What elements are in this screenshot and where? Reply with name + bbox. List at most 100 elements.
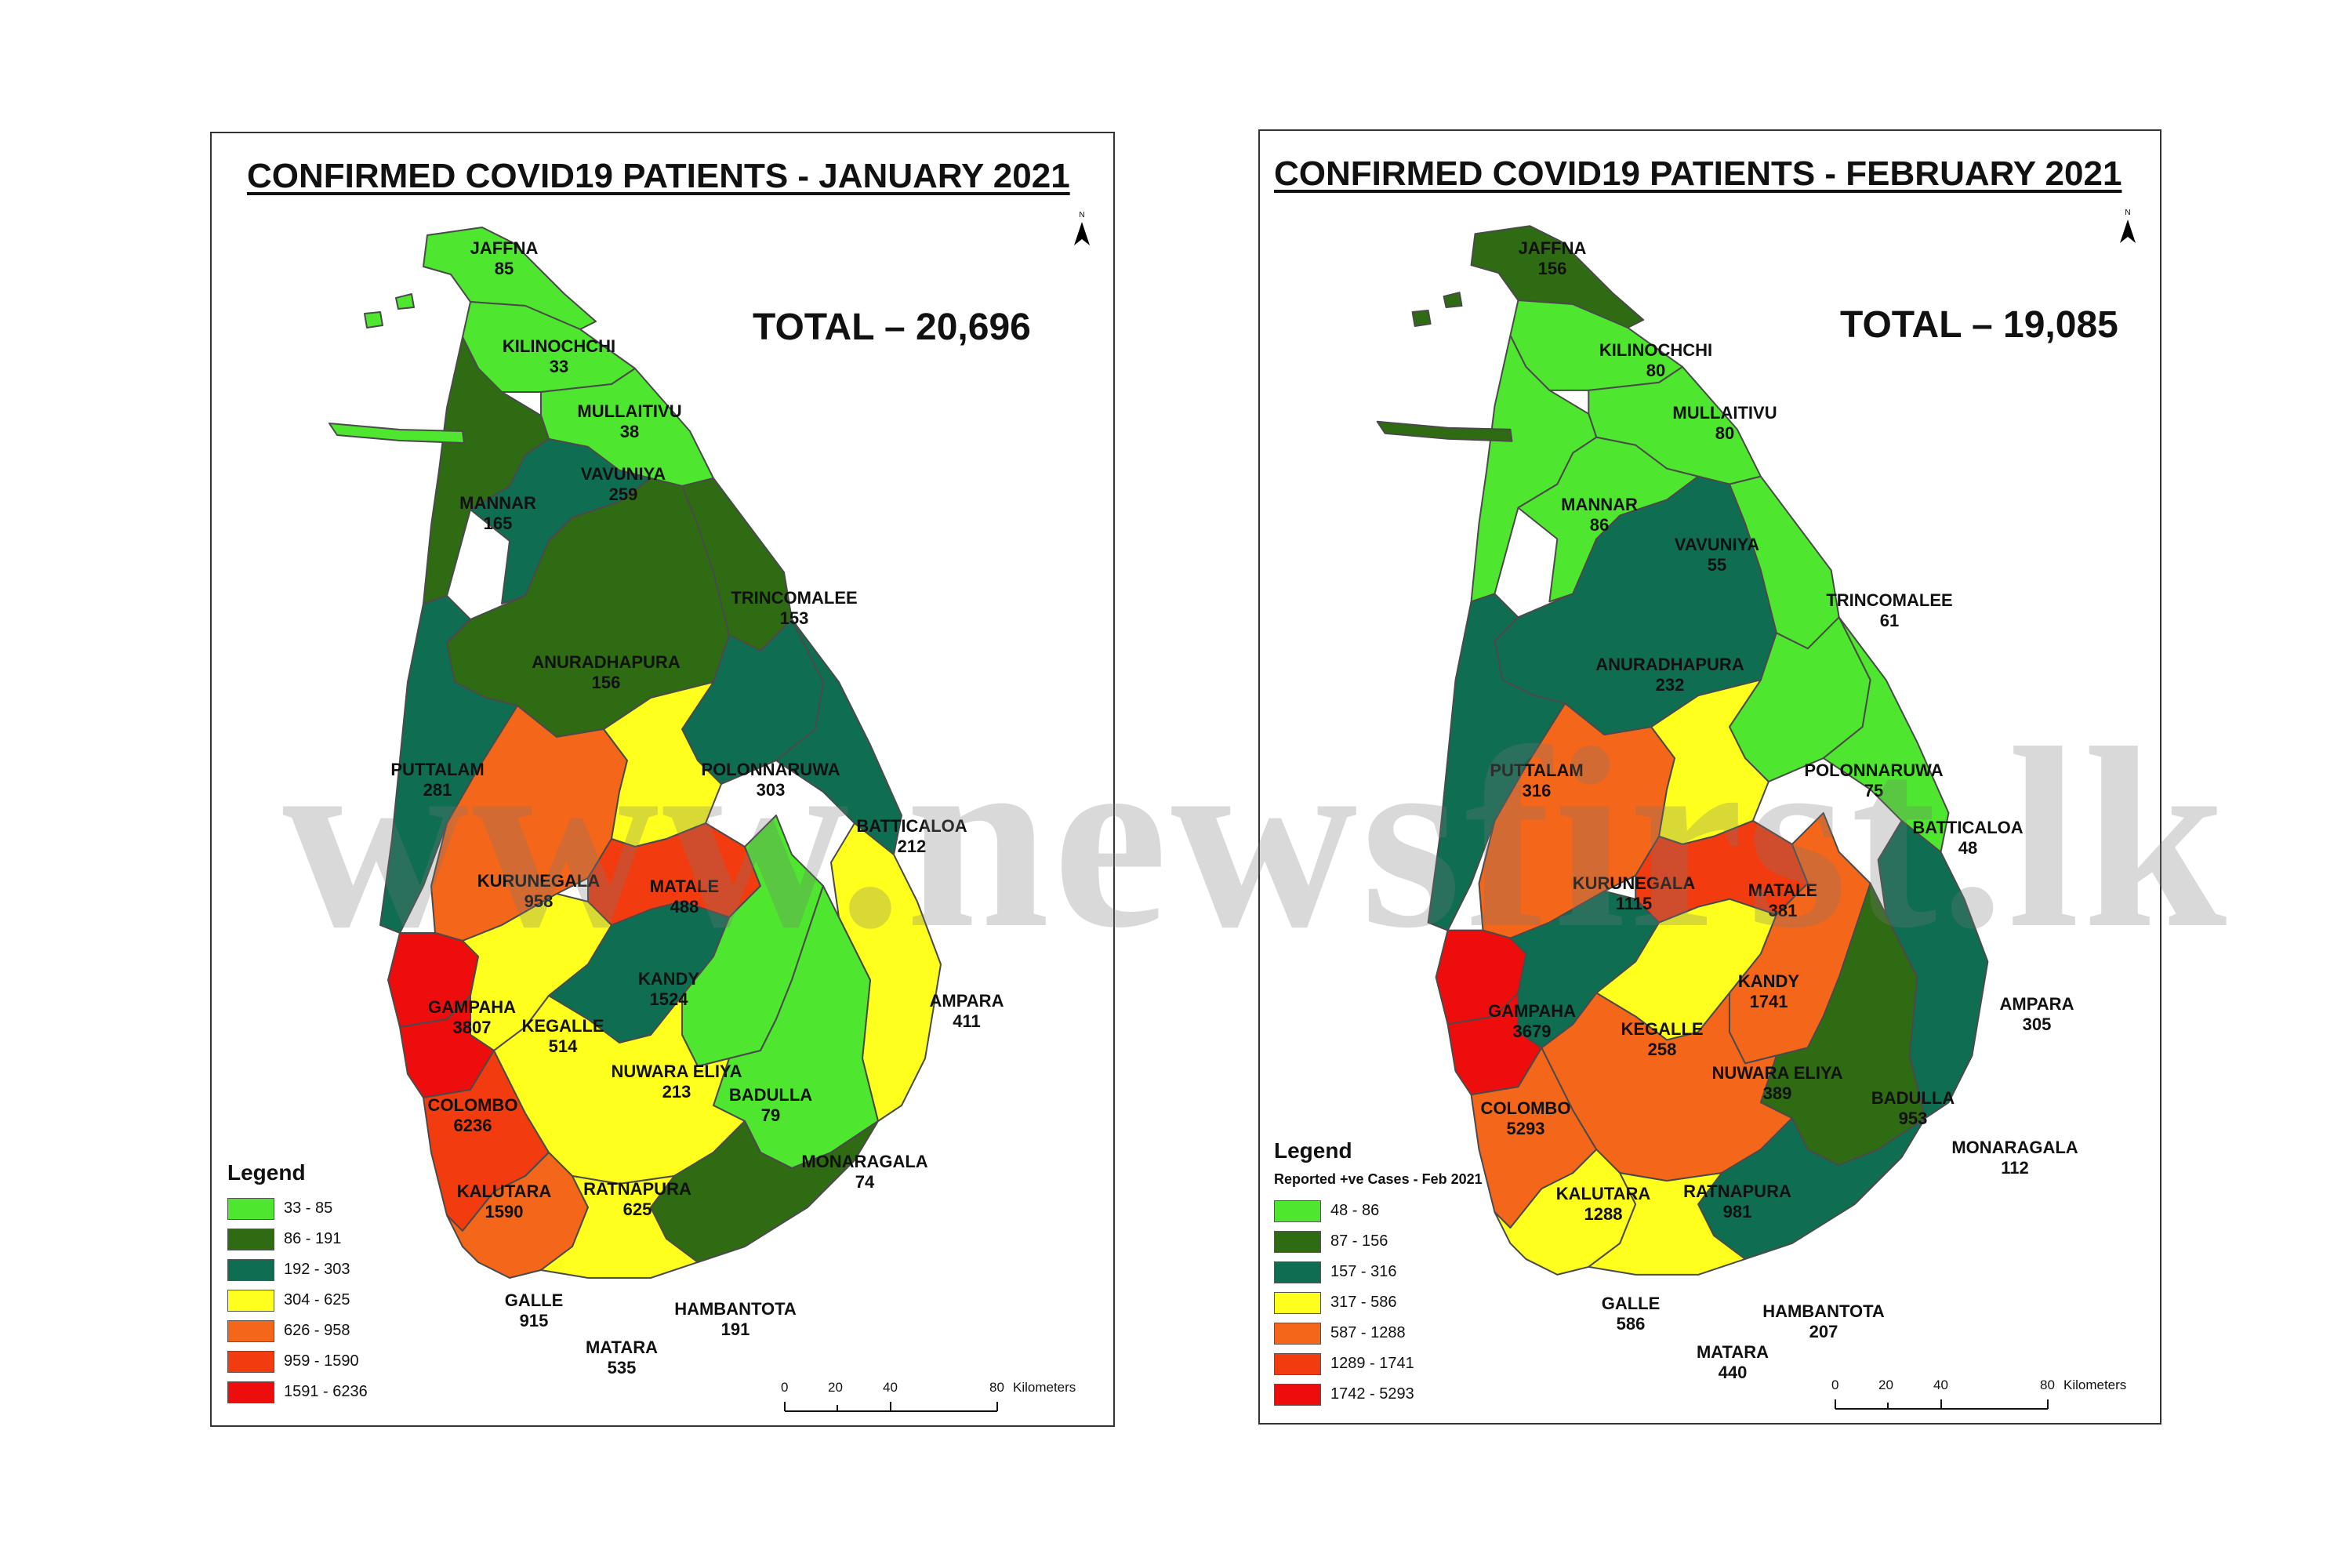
legend-swatch bbox=[227, 1228, 274, 1250]
legend-entry: 587 - 1288 bbox=[1274, 1318, 1483, 1348]
svg-text:N: N bbox=[2125, 209, 2130, 217]
district-label: JAFFNA 85 bbox=[470, 238, 539, 278]
legend-entry: 192 - 303 bbox=[227, 1254, 368, 1285]
legend-title: Legend bbox=[1274, 1138, 1352, 1163]
district-ampara bbox=[830, 822, 942, 1122]
legend-entry: 317 - 586 bbox=[1274, 1287, 1483, 1318]
district-label: KALUTARA 1590 bbox=[456, 1181, 552, 1221]
district-label: GAMPAHA 3807 bbox=[427, 997, 517, 1037]
district-label: COLOMBO 6236 bbox=[427, 1095, 518, 1135]
district-label: NUWARA ELIYA 389 bbox=[1711, 1063, 1843, 1103]
legend-swatch bbox=[227, 1350, 274, 1373]
district-label: MATARA 440 bbox=[1696, 1342, 1769, 1382]
scale-bar-ticks bbox=[1835, 1399, 2049, 1410]
legend-swatch bbox=[1274, 1200, 1321, 1222]
legend-entry: 1591 - 6236 bbox=[227, 1377, 368, 1407]
district-label: MULLAITIVU 80 bbox=[1672, 403, 1777, 443]
district-label: BATTICALOA 212 bbox=[856, 816, 967, 856]
district-label: JAFFNA 156 bbox=[1518, 238, 1587, 278]
legend-entry: 959 - 1590 bbox=[227, 1346, 368, 1377]
district-label: KILINOCHCHI 80 bbox=[1599, 340, 1713, 380]
scale-bar: 0 20 40 80 Kilometers bbox=[1831, 1377, 2148, 1417]
district-label: ANURADHAPURA 232 bbox=[1595, 655, 1744, 695]
district-label: AMPARA 411 bbox=[929, 991, 1004, 1031]
legend-entry: 33 - 85 bbox=[227, 1193, 368, 1224]
legend-swatch bbox=[227, 1197, 274, 1220]
district-label: GALLE 586 bbox=[1601, 1294, 1661, 1334]
legend-subtitle: Reported +ve Cases - Feb 2021 bbox=[1274, 1171, 1483, 1187]
district-label: HAMBANTOTA 191 bbox=[674, 1299, 797, 1339]
district-label: MANNAR 165 bbox=[459, 493, 536, 533]
district-matara bbox=[1588, 1172, 1746, 1276]
district-label: HAMBANTOTA 207 bbox=[1762, 1301, 1885, 1341]
district-label: BADULLA 953 bbox=[1871, 1088, 1955, 1128]
district-label: RATNAPURA 981 bbox=[1683, 1181, 1791, 1221]
district-label: GAMPAHA 3679 bbox=[1487, 1001, 1577, 1041]
islands-west bbox=[1376, 292, 1513, 442]
district-label: MONARAGALA 74 bbox=[801, 1152, 928, 1192]
district-label: MONARAGALA 112 bbox=[1951, 1138, 2078, 1178]
district-label: RATNAPURA 625 bbox=[583, 1179, 691, 1219]
district-label: TRINCOMALEE 153 bbox=[731, 588, 858, 628]
district-label: VAVUNIYA 55 bbox=[1674, 535, 1760, 575]
district-map-february bbox=[1376, 225, 1989, 1276]
district-label: AMPARA 305 bbox=[1999, 994, 2074, 1034]
total-count: TOTAL – 20,696 bbox=[753, 307, 1031, 348]
map-legend: Legend Reported +ve Cases - Feb 2021 48 … bbox=[1274, 1138, 1483, 1410]
islands-west bbox=[328, 293, 465, 444]
map-panel-january: CONFIRMED COVID19 PATIENTS - JANUARY 202… bbox=[210, 132, 1115, 1427]
map-legend: Legend 33 - 85 86 - 191 192 - 303 304 - … bbox=[227, 1160, 368, 1407]
district-label: MANNAR 86 bbox=[1561, 495, 1638, 535]
legend-swatch bbox=[227, 1381, 274, 1403]
district-label: MATALE 488 bbox=[649, 877, 720, 916]
legend-swatch bbox=[227, 1289, 274, 1312]
district-label: ANURADHAPURA 156 bbox=[532, 652, 681, 692]
district-label: KILINOCHCHI 33 bbox=[502, 336, 616, 376]
scale-bar: 0 20 40 80 Kilometers bbox=[781, 1380, 1098, 1419]
district-label: POLONNARUWA 303 bbox=[701, 760, 840, 800]
legend-entry: 1742 - 5293 bbox=[1274, 1379, 1483, 1410]
legend-entry: 86 - 191 bbox=[227, 1224, 368, 1254]
legend-entry: 1289 - 1741 bbox=[1274, 1348, 1483, 1379]
legend-swatch bbox=[1274, 1322, 1321, 1345]
district-label: KURUNEGALA 1115 bbox=[1572, 873, 1696, 913]
district-label: TRINCOMALEE 61 bbox=[1826, 590, 1953, 630]
district-label: MULLAITIVU 38 bbox=[577, 401, 682, 441]
district-label: COLOMBO 5293 bbox=[1480, 1098, 1571, 1138]
legend-swatch bbox=[227, 1319, 274, 1342]
district-label: MATALE 381 bbox=[1748, 880, 1818, 920]
map-title: CONFIRMED COVID19 PATIENTS - JANUARY 202… bbox=[247, 157, 1070, 195]
district-label: PUTTALAM 281 bbox=[390, 760, 485, 800]
legend-swatch bbox=[227, 1258, 274, 1281]
district-label: KEGALLE 258 bbox=[1621, 1019, 1704, 1059]
legend-entry: 87 - 156 bbox=[1274, 1226, 1483, 1257]
district-label: KURUNEGALA 958 bbox=[477, 871, 601, 911]
north-arrow-icon: N bbox=[1074, 211, 1090, 245]
legend-swatch bbox=[1274, 1261, 1321, 1283]
district-label: GALLE 915 bbox=[504, 1290, 564, 1330]
legend-title: Legend bbox=[227, 1160, 306, 1185]
district-label: POLONNARUWA 75 bbox=[1804, 760, 1944, 800]
north-arrow-icon: N bbox=[2120, 209, 2136, 243]
legend-entry: 157 - 316 bbox=[1274, 1257, 1483, 1287]
district-label: BADULLA 79 bbox=[728, 1085, 813, 1125]
map-panel-february: CONFIRMED COVID19 PATIENTS - FEBRUARY 20… bbox=[1258, 129, 2161, 1425]
scale-bar-ticks bbox=[784, 1402, 998, 1412]
district-map-january bbox=[328, 227, 942, 1279]
legend-entry: 48 - 86 bbox=[1274, 1196, 1483, 1226]
legend-swatch bbox=[1274, 1352, 1321, 1375]
district-label: KANDY 1741 bbox=[1737, 971, 1800, 1011]
legend-swatch bbox=[1274, 1291, 1321, 1314]
svg-text:N: N bbox=[1079, 211, 1084, 220]
district-label: BATTICALOA 48 bbox=[1912, 818, 2024, 858]
district-matara bbox=[540, 1175, 699, 1279]
legend-swatch bbox=[1274, 1383, 1321, 1406]
district-label: KALUTARA 1288 bbox=[1555, 1184, 1651, 1224]
legend-entry: 626 - 958 bbox=[227, 1316, 368, 1346]
total-count: TOTAL – 19,085 bbox=[1840, 304, 2118, 346]
district-label: KANDY 1524 bbox=[637, 969, 700, 1009]
district-label: NUWARA ELIYA 213 bbox=[611, 1062, 742, 1102]
legend-entry: 304 - 625 bbox=[227, 1285, 368, 1316]
district-ampara bbox=[1877, 819, 1989, 1120]
district-label: PUTTALAM 316 bbox=[1490, 760, 1584, 800]
